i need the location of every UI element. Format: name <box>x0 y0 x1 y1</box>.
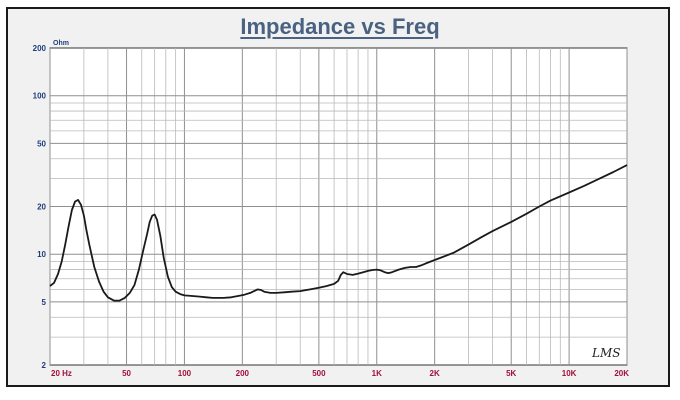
y-tick-label: 200 <box>33 44 47 53</box>
y-tick-label: 20 <box>37 203 46 212</box>
x-tick-label: 100 <box>178 369 192 378</box>
lms-watermark: LMS <box>591 346 620 360</box>
grid-lines <box>49 48 628 365</box>
x-tick-label: 1K <box>372 369 382 378</box>
y-tick-labels: 200 100 50 20 10 5 2 <box>33 44 47 370</box>
chart-title: Impedance vs Freq <box>240 14 440 39</box>
x-tick-label: 20K <box>614 369 629 378</box>
x-tick-label: 10K <box>562 369 577 378</box>
x-tick-label: 200 <box>236 369 250 378</box>
y-tick-label: 100 <box>33 92 47 101</box>
impedance-series-line <box>49 164 628 302</box>
x-tick-label: 2K <box>430 369 440 378</box>
y-tick-label: 50 <box>37 139 46 148</box>
x-tick-label: 5K <box>506 369 516 378</box>
y-tick-label: 2 <box>42 361 47 370</box>
x-tick-labels: 20 Hz 50 100 200 500 1K 2K 5K 10K 20K <box>51 369 629 378</box>
x-tick-label: 20 Hz <box>51 369 72 378</box>
y-unit-label: Ohm <box>53 40 69 47</box>
x-tick-label: 50 <box>122 369 131 378</box>
y-tick-label: 10 <box>37 250 46 259</box>
y-tick-label: 5 <box>42 298 47 307</box>
x-tick-label: 500 <box>312 369 326 378</box>
